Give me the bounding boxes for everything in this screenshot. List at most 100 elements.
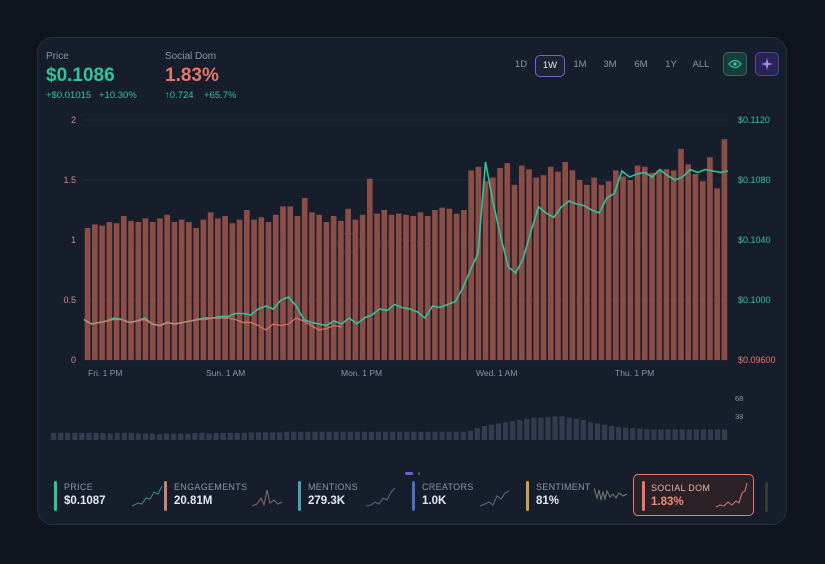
timeframe-1y[interactable]: 1Y [665,59,677,70]
metric-sparkline [132,485,162,507]
social-dom-label: Social Dom [165,51,217,62]
bar [272,214,279,360]
volume-bar [241,432,247,440]
volume-bar [135,433,142,440]
metric-card-social-dom[interactable]: SOCIAL DOM 1.83% [633,474,754,516]
social-dom-line [83,317,342,331]
volume-bar [587,422,594,440]
bar [562,162,569,360]
volume-bar [446,431,452,440]
metric-sparkline [594,487,628,501]
volume-bar [178,433,184,440]
volume-bar [425,431,431,440]
volume-bar [467,430,473,440]
metric-card-engagements[interactable]: ENGAGEMENTS 20.81M [164,474,283,518]
metric-color-bar [526,481,529,511]
volume-bar [693,429,699,440]
metric-sparkline [480,490,510,507]
bar [251,219,257,360]
volume-bar [679,429,685,440]
volume-bar [156,434,163,440]
bar [294,216,301,360]
volume-bar [594,423,601,440]
bar [547,166,554,360]
volume-bar [298,431,304,440]
y-left-tick-label: 1.5 [63,175,76,185]
main-chart: LunarCrush00.511.52$0.09600$0.1000$0.104… [51,115,776,440]
bar [591,177,597,360]
bar [128,220,134,360]
social-dom-value: 1.83% [165,65,219,86]
volume-bar [248,432,255,440]
volume-bar [340,431,346,440]
metric-sparkline [252,489,283,507]
volume-bar [488,424,495,440]
bar [316,214,322,360]
bar [721,139,728,360]
volume-bar [531,417,537,440]
bar [265,222,272,360]
ai-insights-button[interactable] [755,52,779,76]
bar [193,228,199,360]
timeframe-1m[interactable]: 1M [573,59,587,70]
bar [258,217,265,360]
bar [113,223,120,360]
volume-bar [333,431,339,440]
bar [678,148,684,360]
volume-bar [269,432,276,440]
pager-dot-active[interactable] [405,472,413,475]
volume-bar [616,427,622,440]
bar [287,206,294,360]
bar [555,171,561,360]
y-right-tick-label: $0.1080 [738,175,771,185]
metric-card-overflow[interactable] [765,482,768,512]
volume-bar [213,432,219,440]
volume-bar [474,428,481,440]
volume-bar [107,433,113,440]
timeframe-6m[interactable]: 6M [634,59,648,70]
volume-bar [114,432,120,440]
bar [692,174,699,360]
bar [243,210,250,360]
pager-dots[interactable] [405,464,425,482]
bar [164,214,171,360]
volume-bar [672,429,678,440]
metric-card-sentiment[interactable]: SENTIMENT 81% [526,474,634,518]
volume-bar [566,417,572,440]
metric-card-creators[interactable]: CREATORS 1.0K [412,474,520,518]
volume-bar [220,432,226,440]
bar [352,219,359,360]
bar [482,181,489,360]
toggle-visibility-button[interactable] [723,52,747,76]
bar [613,170,619,360]
price-value: $0.1086 [46,65,115,86]
metric-card-mentions[interactable]: MENTIONS 279.3K [298,474,406,518]
volume-bar [277,432,283,440]
bar [309,212,315,360]
volume-bar [707,429,714,440]
bar [366,178,373,360]
metric-card-price[interactable]: PRICE $0.1087 [54,474,162,518]
bar [497,168,503,360]
bar [584,184,590,360]
volume-bar [460,431,466,440]
timeframe-3m[interactable]: 3M [603,59,617,70]
volume-axis-label: 68 [735,394,743,403]
bar [533,177,540,360]
timeframe-all[interactable]: ALL [692,59,710,70]
timeframe-1w[interactable]: 1W [535,55,565,77]
volume-bar [390,431,396,440]
pager-dot[interactable] [417,472,421,475]
bar [540,175,547,360]
social-dom-change-abs: ↑0.724 [165,90,194,101]
bar [345,208,351,360]
metric-label: MENTIONS [308,482,358,492]
volume-bar [439,431,445,440]
timeframe-1d[interactable]: 1D [514,59,528,70]
volume-bar [545,417,551,440]
bar [381,210,388,360]
metric-value: 279.3K [308,495,346,507]
bar [222,216,228,360]
bar [417,212,424,360]
metric-color-bar [54,481,57,511]
